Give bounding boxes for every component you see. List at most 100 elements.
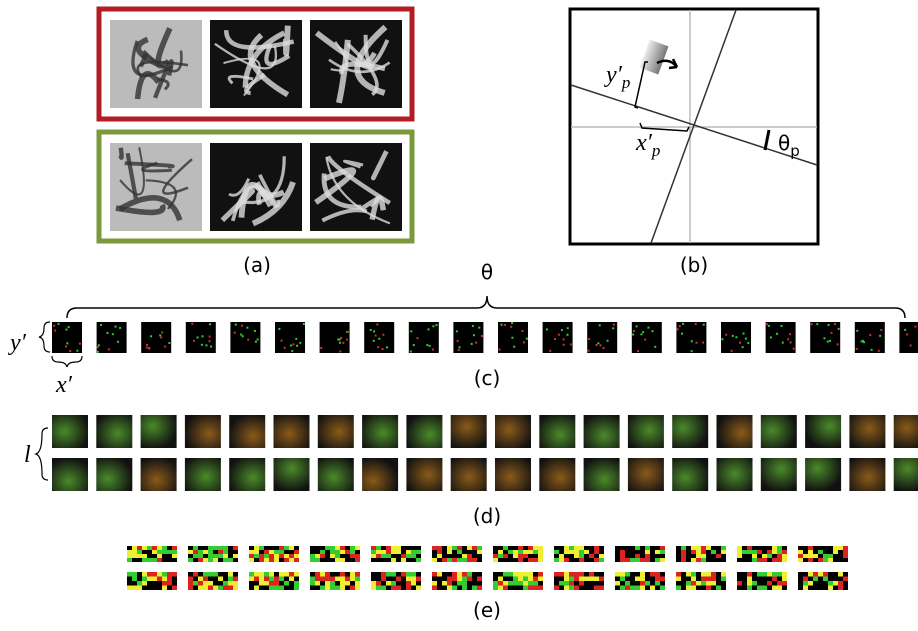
map-tile [672, 415, 708, 448]
grid-cell [147, 572, 152, 577]
map-dot [112, 333, 114, 335]
grid-cell [518, 572, 523, 577]
grid-cell [213, 586, 218, 591]
grid-cell [777, 581, 782, 586]
grid-cell [650, 546, 655, 550]
grid-cell [203, 558, 208, 562]
panel-label: (a) [243, 253, 271, 277]
map-dot [209, 336, 211, 338]
map-dot [554, 338, 556, 340]
grid-cell [188, 572, 193, 577]
grid-cell [167, 558, 172, 562]
grid-cell [843, 577, 848, 582]
grid-cell [147, 550, 152, 554]
grid-cell [706, 581, 711, 586]
grid-cell [264, 550, 269, 554]
panel-label: (c) [474, 366, 501, 390]
grid-cell [152, 550, 157, 554]
grid-cell [701, 586, 706, 591]
grid-cell [742, 558, 747, 562]
grid-cell [533, 554, 538, 558]
map-tile [362, 458, 398, 491]
map-dot [570, 343, 572, 345]
grid-cell [630, 581, 635, 586]
map-tile [628, 458, 664, 491]
grid-cell [559, 581, 564, 586]
grid-cell [599, 577, 604, 582]
grid-cell [254, 581, 259, 586]
grid-cell [508, 550, 513, 554]
grid-cell [376, 546, 381, 550]
grid-cell [589, 581, 594, 586]
grid-cell [843, 550, 848, 554]
map-dot [376, 323, 378, 325]
grid-cell [249, 577, 254, 582]
map-dot [97, 346, 99, 348]
grid-cell [442, 546, 447, 550]
grid-cell [625, 554, 630, 558]
grid-cell [635, 558, 640, 562]
grid-cell [503, 581, 508, 586]
grid-cell [686, 558, 691, 562]
grid-cell [645, 572, 650, 577]
grid-cell [782, 586, 787, 591]
grid-cell [233, 546, 238, 550]
grid-cell [223, 558, 228, 562]
grid-cell [203, 550, 208, 554]
grid-cell [167, 546, 172, 550]
grid-cell [808, 586, 813, 591]
grid-cell [584, 572, 589, 577]
grid-cell [762, 577, 767, 582]
grid-cell [127, 581, 132, 586]
grid-cell [554, 577, 559, 582]
map-dot [637, 350, 639, 352]
grid-cell [274, 572, 279, 577]
grid-cell [686, 550, 691, 554]
grid-cell [411, 558, 416, 562]
grid-cell [172, 554, 177, 558]
grid-cell [289, 554, 294, 558]
grid-cell [310, 586, 315, 591]
grid-cell [345, 546, 350, 550]
grid-cell [340, 546, 345, 550]
map-dot [66, 342, 68, 344]
map-dot [770, 336, 772, 338]
grid-cell [843, 546, 848, 550]
map-dot [636, 325, 638, 327]
grid-cell [152, 554, 157, 558]
grid-cell [808, 581, 813, 586]
grid-cell [640, 586, 645, 591]
grid-cell [823, 586, 828, 591]
grid-cell [315, 546, 320, 550]
grid-cell [660, 577, 665, 582]
grid-cell [574, 550, 579, 554]
grid-cell [294, 546, 299, 550]
grid-cell [284, 581, 289, 586]
grid-cell [340, 572, 345, 577]
grid-cell [416, 550, 421, 554]
grid-cell [635, 550, 640, 554]
grid-cell [279, 554, 284, 558]
grid-cell [559, 554, 564, 558]
map-dot [291, 350, 293, 352]
map-dot [146, 344, 148, 346]
grid-cell [269, 586, 274, 591]
grid-cell [218, 558, 223, 562]
grid-cell [218, 581, 223, 586]
grid-cell [416, 572, 421, 577]
map-tile [495, 458, 531, 491]
grid-cell [589, 554, 594, 558]
grid-cell [223, 586, 228, 591]
grid-cell [782, 550, 787, 554]
grid-cell [686, 586, 691, 591]
grid-cell [350, 546, 355, 550]
grid-cell [584, 577, 589, 582]
grid-cell [208, 550, 213, 554]
map-dot [375, 335, 377, 337]
grid-cell [701, 558, 706, 562]
grid-cell [228, 558, 233, 562]
map-dot [210, 346, 212, 348]
grid-cell [528, 554, 533, 558]
grid-cell [335, 577, 340, 582]
grid-cell [559, 558, 564, 562]
